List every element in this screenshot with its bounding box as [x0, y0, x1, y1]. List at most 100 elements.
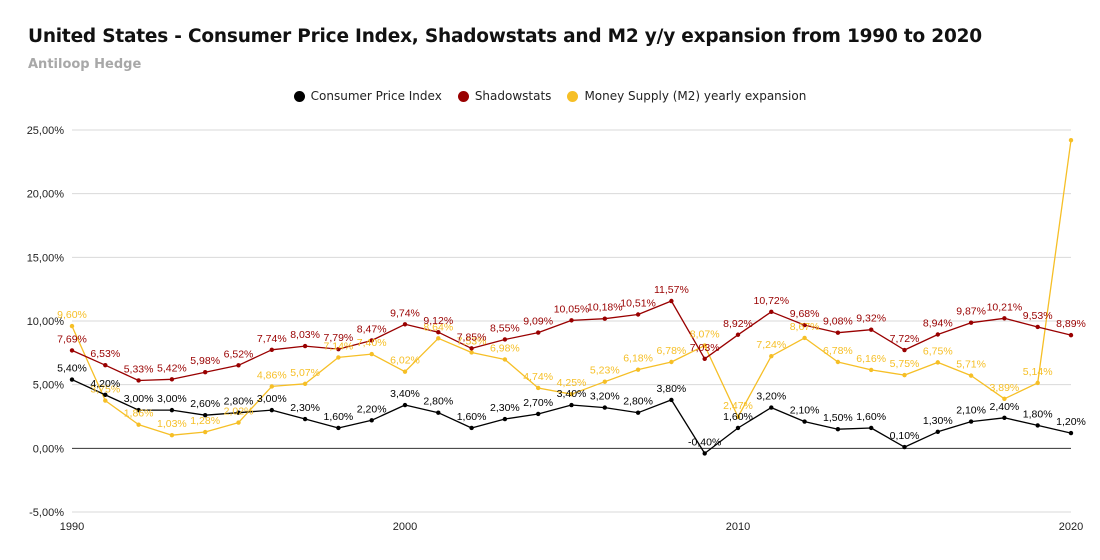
point-cpi	[669, 397, 674, 403]
point-m2	[769, 353, 774, 359]
data-label-shadowstats: 5,33%	[124, 363, 154, 375]
data-label-m2: 1,28%	[190, 415, 220, 427]
point-shadowstats	[169, 377, 175, 382]
point-cpi	[835, 427, 841, 432]
data-label-cpi: 3,40%	[390, 388, 420, 400]
point-m2	[902, 372, 907, 378]
data-label-shadowstats: 9,87%	[956, 306, 986, 318]
legend-item-cpi[interactable]: Consumer Price Index	[293, 89, 442, 103]
data-label-shadowstats: 7,69%	[57, 333, 87, 345]
point-shadowstats	[369, 338, 374, 343]
point-m2	[302, 381, 308, 386]
point-shadowstats	[336, 346, 341, 352]
data-label-cpi: 1,30%	[923, 415, 953, 427]
data-label-shadowstats: 9,53%	[1023, 310, 1053, 322]
data-label-cpi: 1,50%	[823, 412, 853, 424]
point-shadowstats	[103, 362, 108, 368]
data-label-m2: 6,98%	[490, 342, 520, 354]
data-label-shadowstats: 10,21%	[987, 301, 1023, 313]
data-label-m2: 5,23%	[590, 365, 620, 377]
data-label-cpi: 2,80%	[224, 396, 254, 408]
legend-label-shadowstats: Shadowstats	[474, 89, 552, 103]
point-shadowstats	[902, 347, 907, 353]
data-label-cpi: 3,00%	[124, 393, 154, 405]
data-label-shadowstats: 8,89%	[1056, 318, 1086, 330]
point-cpi	[702, 451, 707, 456]
data-label-m2: 2,47%	[723, 400, 753, 412]
point-m2	[869, 367, 874, 373]
y-tick-label: 20,00%	[27, 189, 65, 201]
point-shadowstats	[136, 378, 141, 383]
y-tick-label: 0,00%	[33, 443, 64, 455]
data-label-shadowstats: 7,85%	[457, 331, 487, 343]
point-shadowstats	[1068, 332, 1074, 338]
point-cpi	[502, 416, 508, 422]
point-cpi	[968, 419, 974, 424]
point-cpi	[769, 405, 774, 410]
point-m2	[1035, 380, 1040, 386]
data-label-cpi: 1,20%	[1056, 416, 1086, 428]
data-label-m2: 7,24%	[756, 339, 786, 351]
data-label-shadowstats: 9,09%	[523, 316, 553, 328]
data-label-shadowstats: 7,74%	[257, 333, 287, 345]
point-shadowstats	[536, 330, 541, 335]
point-shadowstats	[269, 347, 274, 352]
legend-label-cpi: Consumer Price Index	[310, 89, 442, 103]
point-shadowstats	[769, 309, 774, 315]
point-shadowstats	[236, 363, 241, 368]
point-shadowstats	[1035, 324, 1040, 330]
data-label-m2: 8,64%	[423, 321, 453, 333]
point-shadowstats	[569, 318, 574, 323]
data-label-cpi: 3,00%	[257, 393, 287, 405]
point-shadowstats	[968, 320, 974, 325]
point-m2	[136, 422, 141, 427]
data-label-m2: 7,53%	[457, 335, 487, 347]
data-label-shadowstats: 10,72%	[753, 295, 789, 307]
data-label-m2: 3,89%	[990, 382, 1020, 394]
data-label-cpi: 3,00%	[157, 393, 187, 405]
point-m2	[469, 350, 474, 355]
data-label-shadowstats: 5,98%	[190, 355, 220, 367]
point-cpi	[269, 407, 274, 413]
point-m2	[1068, 137, 1074, 143]
data-label-shadowstats: 9,32%	[856, 313, 886, 325]
data-label-m2: 7,14%	[324, 340, 354, 352]
data-label-shadowstats: 10,05%	[554, 303, 590, 315]
point-m2	[702, 343, 707, 348]
data-label-shadowstats: 9,74%	[390, 307, 420, 319]
point-shadowstats	[602, 316, 607, 321]
point-cpi	[369, 418, 374, 423]
point-cpi	[136, 407, 141, 413]
data-label-cpi: 2,70%	[523, 397, 553, 409]
point-cpi	[1035, 423, 1040, 428]
point-cpi	[169, 407, 175, 413]
point-m2	[502, 357, 508, 362]
data-label-cpi: 0,10%	[890, 430, 920, 442]
point-shadowstats	[735, 332, 741, 337]
legend-item-shadowstats[interactable]: Shadowstats	[457, 89, 552, 103]
data-label-m2: 4,74%	[523, 371, 553, 383]
data-label-shadowstats: 10,18%	[587, 302, 623, 314]
data-label-shadowstats: 9,68%	[790, 308, 820, 320]
data-label-shadowstats: 9,08%	[823, 316, 853, 328]
point-cpi	[402, 402, 408, 408]
x-tick-label: 2010	[726, 521, 750, 533]
data-label-cpi: 1,60%	[856, 411, 886, 423]
data-label-shadowstats: 8,94%	[923, 317, 953, 329]
data-label-cpi: 1,80%	[1023, 408, 1053, 420]
point-m2	[802, 335, 807, 341]
data-label-shadowstats: 8,03%	[290, 329, 320, 341]
data-label-m2: 2,02%	[224, 406, 254, 418]
point-m2	[103, 398, 108, 403]
chart-subtitle: Antiloop Hedge	[28, 57, 142, 72]
data-label-m2: 1,03%	[157, 418, 187, 430]
point-m2	[835, 359, 841, 365]
legend-marker-cpi	[293, 90, 305, 102]
point-m2	[536, 385, 541, 391]
legend-item-m2[interactable]: Money Supply (M2) yearly expansion	[567, 89, 806, 103]
data-label-cpi: 3,20%	[590, 391, 620, 403]
data-label-cpi: 2,10%	[790, 405, 820, 417]
point-m2	[436, 336, 441, 341]
point-cpi	[802, 419, 807, 424]
